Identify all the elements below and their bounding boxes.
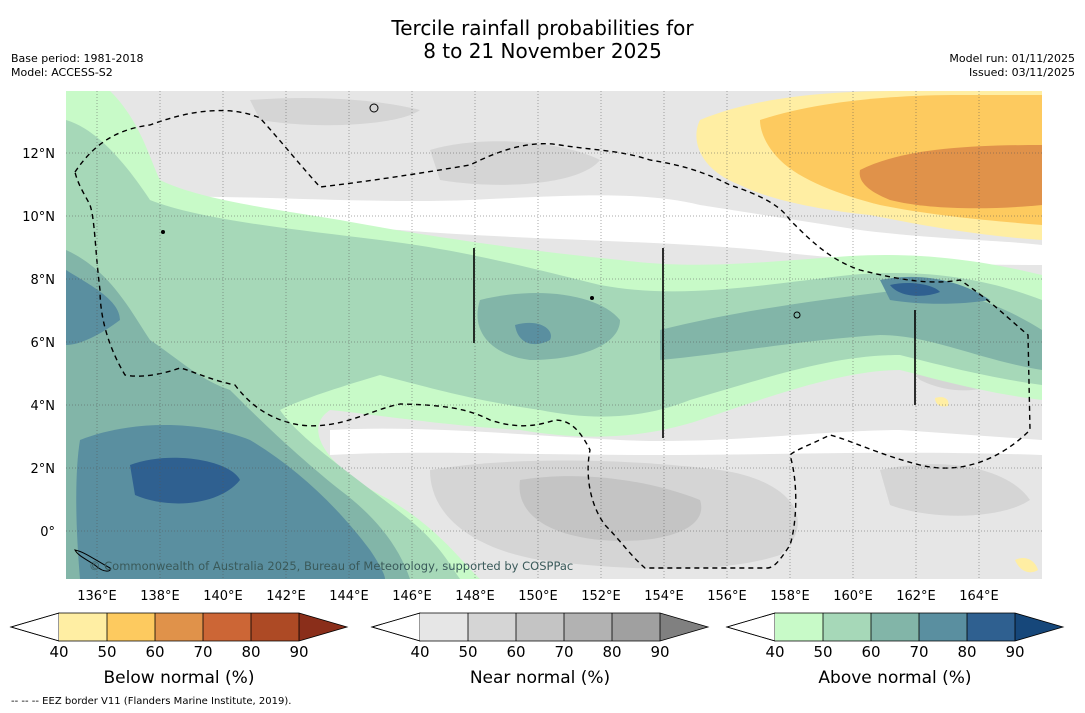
colorbar-above-lower-cap [725, 612, 776, 642]
lon-label: 146°E [392, 589, 432, 604]
lon-label: 150°E [518, 589, 558, 604]
lon-label: 164°E [959, 589, 999, 604]
colorbar-below-normal [9, 612, 349, 642]
lat-label: 8°N [31, 273, 56, 288]
colorbar-above-swatch [823, 613, 871, 641]
colorbar-above-tick: 70 [909, 643, 929, 661]
lat-label: 0° [40, 525, 55, 540]
colorbar-above-tick: 40 [765, 643, 785, 661]
probability-field [66, 91, 1042, 579]
colorbar-below-title: Below normal (%) [103, 668, 255, 688]
model-run-date: Model run: 01/11/2025 [949, 52, 1075, 65]
lon-label: 156°E [707, 589, 747, 604]
lon-label: 136°E [77, 589, 117, 604]
colorbar-below-swatch [155, 613, 203, 641]
colorbar-above-swatch [871, 613, 919, 641]
lat-label: 6°N [31, 336, 56, 351]
colorbar-near-tick: 50 [458, 643, 478, 661]
colorbar-below-tick: 80 [241, 643, 261, 661]
colorbar-below-swatch [203, 613, 251, 641]
colorbar-near-title: Near normal (%) [469, 668, 611, 688]
colorbar-above-normal [725, 612, 1065, 642]
colorbar-near-normal [370, 612, 710, 642]
colorbar-above-tick: 90 [1005, 643, 1025, 661]
base-period: Base period: 1981-2018 [11, 52, 144, 65]
eez-footnote: -- -- -- EEZ border V11 (Flanders Marine… [11, 696, 292, 707]
colorbar-near-swatch [468, 613, 516, 641]
colorbar-above-swatch [919, 613, 967, 641]
lon-label: 152°E [581, 589, 621, 604]
colorbar-above-tick: 60 [861, 643, 881, 661]
colorbar-near-upper-cap [660, 613, 708, 641]
lon-label: 142°E [266, 589, 306, 604]
colorbar-below-lower-cap [9, 612, 60, 642]
colorbar-above-swatch [775, 613, 823, 641]
colorbar-near-swatch [564, 613, 612, 641]
colorbar-near-lower-cap [370, 612, 421, 642]
map-title-line-2: 8 to 21 November 2025 [423, 39, 662, 63]
colorbar-above-tick: 80 [957, 643, 977, 661]
lon-label: 154°E [644, 589, 684, 604]
colorbar-near-swatch [612, 613, 660, 641]
colorbar-below-upper-cap [299, 613, 347, 641]
graticule [66, 91, 1042, 579]
lon-label: 160°E [833, 589, 873, 604]
copyright-notice: © Commonwealth of Australia 2025, Bureau… [89, 559, 573, 573]
lon-label: 140°E [203, 589, 243, 604]
lat-label: 12°N [22, 147, 55, 162]
colorbar-below-swatch [251, 613, 299, 641]
colorbar-near-tick: 90 [650, 643, 670, 661]
colorbar-near-tick: 80 [602, 643, 622, 661]
colorbar-below-tick: 50 [97, 643, 117, 661]
lat-label: 10°N [22, 210, 55, 225]
colorbar-near-tick: 60 [506, 643, 526, 661]
issued-date: Issued: 03/11/2025 [968, 66, 1075, 79]
colorbar-below-tick: 40 [49, 643, 69, 661]
colorbar-below-tick: 60 [145, 643, 165, 661]
colorbar-near-swatch [420, 613, 468, 641]
map-title-line-1: Tercile rainfall probabilities for [391, 16, 694, 40]
colorbar-below-swatch [107, 613, 155, 641]
colorbar-below-swatch [59, 613, 107, 641]
colorbar-near-swatch [516, 613, 564, 641]
lon-label: 162°E [896, 589, 936, 604]
colorbar-near-tick: 70 [554, 643, 574, 661]
colorbar-near-tick: 40 [410, 643, 430, 661]
colorbar-below-tick: 70 [193, 643, 213, 661]
colorbar-above-swatch [967, 613, 1015, 641]
lon-label: 144°E [329, 589, 369, 604]
lat-label: 4°N [31, 399, 56, 414]
colorbar-above-upper-cap [1015, 613, 1063, 641]
lon-label: 148°E [455, 589, 495, 604]
colorbar-above-tick: 50 [813, 643, 833, 661]
colorbar-above-title: Above normal (%) [818, 668, 972, 688]
colorbar-below-tick: 90 [289, 643, 309, 661]
lon-label: 138°E [140, 589, 180, 604]
lon-label: 158°E [770, 589, 810, 604]
model-name: Model: ACCESS-S2 [11, 66, 113, 79]
lat-label: 2°N [31, 462, 56, 477]
